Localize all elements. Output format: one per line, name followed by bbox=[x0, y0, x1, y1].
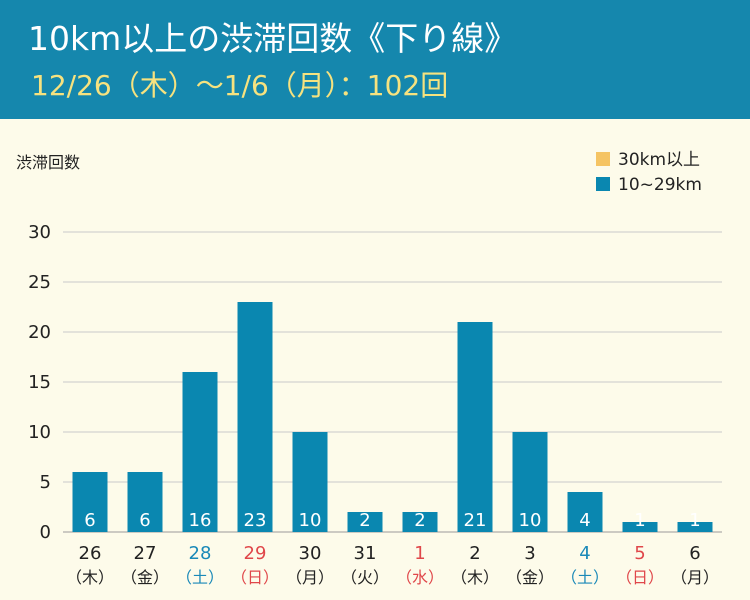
bar bbox=[402, 512, 438, 532]
y-tick-label: 25 bbox=[28, 272, 51, 293]
x-date-label: 3 bbox=[524, 543, 535, 564]
bar bbox=[512, 432, 548, 532]
y-tick-label: 15 bbox=[28, 372, 51, 393]
legend-swatch bbox=[596, 152, 610, 166]
bar-value-label: 16 bbox=[189, 510, 212, 531]
grid-layer bbox=[63, 231, 722, 533]
bar bbox=[72, 472, 108, 532]
x-date-label: 6 bbox=[689, 543, 700, 564]
x-day-label: （日） bbox=[616, 568, 664, 587]
y-axis-label: 渋滞回数 bbox=[16, 153, 80, 172]
bar-value-label: 10 bbox=[519, 510, 542, 531]
chart-title: 10km以上の渋滞回数《下り線》 bbox=[28, 19, 518, 58]
bar bbox=[677, 522, 713, 532]
x-date-label: 29 bbox=[244, 543, 267, 564]
x-day-label: （金） bbox=[121, 568, 169, 587]
bar-value-label: 1 bbox=[634, 510, 645, 531]
bar-layer bbox=[72, 302, 713, 532]
x-day-label: （木） bbox=[66, 568, 114, 587]
y-tick-label: 20 bbox=[28, 322, 51, 343]
x-date-label: 31 bbox=[354, 543, 377, 564]
x-day-label: （日） bbox=[231, 568, 279, 587]
bar bbox=[237, 302, 273, 532]
legend-label: 10~29km bbox=[618, 175, 702, 195]
x-date-label: 2 bbox=[469, 543, 480, 564]
x-date-label: 1 bbox=[414, 543, 425, 564]
y-tick-label: 30 bbox=[28, 222, 51, 243]
x-date-label: 27 bbox=[134, 543, 157, 564]
bar-value-label: 21 bbox=[464, 510, 487, 531]
bar bbox=[457, 322, 493, 532]
x-day-label: （木） bbox=[451, 568, 499, 587]
bar bbox=[622, 522, 658, 532]
axis-layer: 渋滞回数05101520253026（木）27（金）28（土）29（日）30（月… bbox=[16, 153, 719, 587]
x-date-label: 4 bbox=[579, 543, 590, 564]
bar bbox=[127, 472, 163, 532]
x-day-label: （金） bbox=[506, 568, 554, 587]
bar bbox=[567, 492, 603, 532]
y-tick-label: 5 bbox=[40, 472, 51, 493]
x-date-label: 26 bbox=[79, 543, 102, 564]
bar-value-label: 2 bbox=[359, 510, 370, 531]
legend-swatch bbox=[596, 177, 610, 191]
x-day-label: （土） bbox=[561, 568, 609, 587]
chart-subtitle: 12/26（木）～1/6（月）：102回 bbox=[31, 69, 449, 102]
legend: 30km以上 10~29km bbox=[596, 150, 702, 195]
label-layer: 6 6 16 23 10 2 2 21 10 4 1 1 bbox=[84, 510, 700, 531]
bar-value-label: 1 bbox=[689, 510, 700, 531]
x-day-label: （水） bbox=[396, 568, 444, 587]
x-date-label: 30 bbox=[299, 543, 322, 564]
bar-value-label: 4 bbox=[579, 510, 590, 531]
plot-area: 6 6 16 23 10 2 2 21 10 4 1 1 渋滞回数 0 5 10 15 20 25 30 26 （木） 2… bbox=[0, 119, 750, 600]
bar-value-label: 6 bbox=[84, 510, 95, 531]
legend-label: 30km以上 bbox=[618, 150, 700, 170]
bar-value-label: 23 bbox=[244, 510, 267, 531]
header-band: 10km以上の渋滞回数《下り線》 12/26（木）～1/6（月）：102回 bbox=[0, 0, 750, 119]
x-date-label: 5 bbox=[634, 543, 645, 564]
bar bbox=[347, 512, 383, 532]
bar-value-label: 6 bbox=[139, 510, 150, 531]
bar-value-label: 10 bbox=[299, 510, 322, 531]
y-tick-label: 0 bbox=[40, 522, 51, 543]
x-date-label: 28 bbox=[189, 543, 212, 564]
x-day-label: （月） bbox=[286, 568, 334, 587]
y-tick-label: 10 bbox=[28, 422, 51, 443]
bar bbox=[292, 432, 328, 532]
x-day-label: （月） bbox=[671, 568, 719, 587]
bar-chart: 6 6 16 23 10 2 2 21 10 4 1 1 渋滞回数05101520253026（木）2… bbox=[16, 150, 722, 587]
bar-value-label: 2 bbox=[414, 510, 425, 531]
x-day-label: （土） bbox=[176, 568, 224, 587]
bar bbox=[182, 372, 218, 532]
x-day-label: （火） bbox=[341, 568, 389, 587]
